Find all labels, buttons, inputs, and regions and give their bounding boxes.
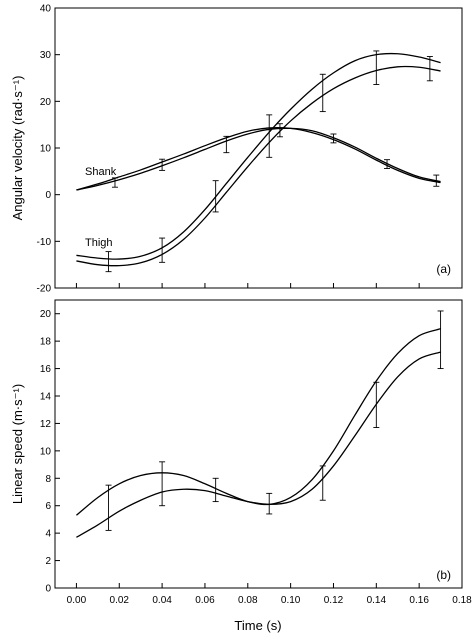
panel-a-error-bars (105, 50, 440, 273)
panel-a-error-bar (105, 251, 112, 273)
panel-a-error-bar (373, 50, 380, 85)
panel-b-error-bar (266, 492, 273, 515)
panel-a: Angular velocity (rad·s⁻¹) (a) Shank Thi… (10, 4, 463, 295)
panel-a-error-bar (319, 73, 326, 113)
panel-a-ytick-label: 10 (40, 144, 52, 155)
panel-b-xtick-label: 0.06 (195, 595, 215, 606)
panel-a-error-bar (159, 237, 166, 263)
panel-a-error-bar (426, 56, 433, 82)
panel-a-error-bar (433, 174, 440, 187)
panel-a-ylabel: Angular velocity (rad·s⁻¹) (10, 76, 25, 221)
panel-b-ytick-label: 4 (45, 529, 51, 540)
panel-a-error-bar (212, 180, 219, 213)
panel-b-xtick-label: 0.02 (110, 595, 130, 606)
panel-b-series-line-1 (76, 328, 441, 516)
panel-b-ytick-label: 8 (45, 474, 51, 485)
annotation-shank: Shank (85, 166, 117, 178)
panel-b-ytick-label: 0 (45, 584, 51, 595)
panel-a-error-bar (384, 159, 391, 169)
panel-b-ytick-label: 10 (40, 446, 52, 457)
panel-b: Linear speed (m·s⁻¹) (b) Time (s) 0 2 4 6 8 1… (10, 299, 472, 633)
panel-b-y-ticks: 0 2 4 6 8 10 12 14 16 18 20 (40, 309, 60, 595)
panel-a-x-ticks (75, 283, 463, 288)
panel-b-xlabel: Time (s) (234, 618, 281, 633)
panel-b-xtick-label: 0.04 (152, 595, 172, 606)
panel-a-series-line-2 (76, 127, 441, 191)
panel-a-ytick-label: -10 (37, 237, 52, 248)
panel-a-frame (54, 7, 463, 289)
panel-a-error-bar (266, 114, 273, 158)
panel-a-label: (a) (436, 262, 451, 276)
annotation-thigh: Thigh (85, 237, 113, 249)
panel-b-ytick-label: 20 (40, 309, 52, 320)
panel-a-error-bar (159, 158, 166, 171)
panel-a-error-bar (111, 177, 118, 188)
panel-a-series-line-1 (76, 127, 441, 191)
panel-a-ytick-label: -20 (37, 284, 52, 295)
panel-a-ytick-label: 40 (40, 4, 52, 15)
panel-b-error-bar (105, 484, 112, 531)
panel-a-series-line-4 (76, 65, 441, 267)
panel-b-error-bar (212, 477, 219, 503)
panel-b-xtick-label: 0.08 (238, 595, 258, 606)
panel-b-xtick-label: 0.12 (324, 595, 344, 606)
panel-a-error-bar (330, 133, 337, 144)
panel-b-xtick-label: 0.14 (367, 595, 387, 606)
panel-b-ytick-label: 2 (45, 556, 51, 567)
panel-b-xtick-label: 0.00 (67, 595, 87, 606)
panel-a-y-ticks: -20 -10 0 10 20 30 40 (37, 4, 60, 295)
panel-b-error-bars (105, 310, 444, 531)
panel-b-error-bar (437, 310, 444, 370)
panel-b-ytick-label: 14 (40, 392, 52, 403)
panel-b-x-ticks: 0.00 0.02 0.04 0.06 0.08 0.10 0.12 0.14 0.16 0.18 (67, 583, 472, 606)
panel-a-ytick-label: 0 (45, 190, 51, 201)
panel-b-series-line-2 (76, 351, 441, 538)
panel-b-curves (76, 328, 441, 538)
panel-a-ytick-label: 20 (40, 97, 52, 108)
panel-b-ytick-label: 12 (40, 419, 52, 430)
panel-b-xtick-label: 0.16 (409, 595, 429, 606)
panel-a-curves (76, 52, 441, 267)
panel-b-ylabel: Linear speed (m·s⁻¹) (10, 384, 25, 504)
panel-b-ytick-label: 18 (40, 337, 52, 348)
panel-a-error-bar (223, 135, 230, 154)
panel-b-ytick-label: 16 (40, 364, 52, 375)
panel-b-label: (b) (436, 568, 451, 582)
panel-b-xtick-label: 0.18 (452, 595, 472, 606)
panel-a-ytick-label: 30 (40, 50, 52, 61)
panel-b-error-bar (319, 465, 326, 501)
panel-b-frame (54, 299, 463, 589)
panel-b-error-bar (373, 381, 380, 428)
panel-b-error-bar (159, 461, 166, 507)
panel-a-series-line-3 (76, 52, 441, 260)
panel-b-xtick-label: 0.10 (281, 595, 301, 606)
panel-a-error-bar (276, 123, 283, 138)
panel-b-ytick-label: 6 (45, 501, 51, 512)
